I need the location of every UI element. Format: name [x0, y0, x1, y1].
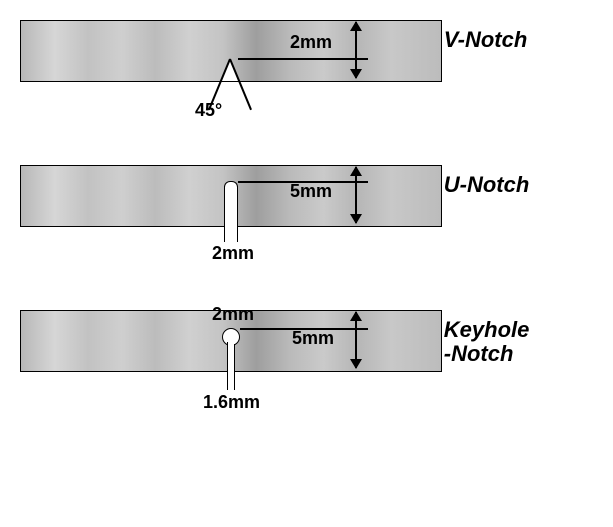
row-keyhole-notch: 5mm 2mm 1.6mm Keyhole -Notch [20, 310, 593, 410]
bar-wrap-k: 5mm 2mm 1.6mm [20, 310, 412, 410]
label-u-text: U-Notch [444, 173, 593, 197]
v-angle-label: 45° [195, 100, 222, 121]
k-depth-arrow [350, 312, 362, 368]
bar-wrap-u: 5mm 2mm [20, 165, 412, 265]
row-u-notch: 5mm 2mm U-Notch [20, 165, 593, 265]
label-v-text: V-Notch [444, 28, 593, 52]
u-depth-arrow [350, 167, 362, 223]
v-depth-arrow [350, 22, 362, 78]
keyhole-slot [227, 342, 235, 390]
u-depth-label: 5mm [290, 181, 332, 202]
v-ext-line [238, 58, 368, 60]
u-notch-slot [224, 181, 238, 242]
row-v-notch: 2mm 45° V-Notch [20, 20, 593, 120]
k-circle-label: 2mm [212, 304, 254, 325]
v-depth-label: 2mm [290, 32, 332, 53]
label-k-line1: Keyhole [444, 318, 593, 342]
u-width-label: 2mm [212, 243, 254, 264]
k-slot-label: 1.6mm [203, 392, 260, 413]
label-k-line2: -Notch [444, 342, 593, 366]
k-depth-label: 5mm [292, 328, 334, 349]
v-angle-text: 45° [195, 100, 222, 120]
keyhole-join [228, 340, 235, 344]
bar-wrap-v: 2mm 45° [20, 20, 412, 120]
